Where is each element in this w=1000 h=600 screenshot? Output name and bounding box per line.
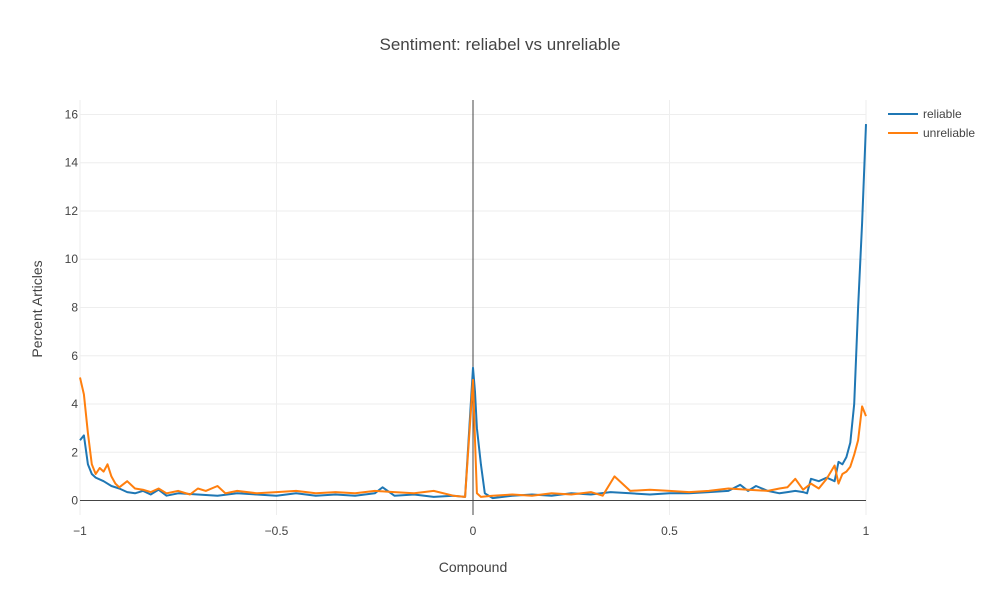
legend[interactable]: reliable unreliable bbox=[888, 107, 975, 140]
axes bbox=[80, 100, 866, 515]
series-lines bbox=[79, 124, 867, 500]
x-tick-label: −1 bbox=[73, 524, 87, 538]
legend-label: unreliable bbox=[923, 126, 975, 140]
y-tick-label: 8 bbox=[71, 301, 78, 315]
x-tick-label: 0.5 bbox=[661, 524, 678, 538]
y-tick-label: 0 bbox=[71, 494, 78, 508]
y-tick-label: 10 bbox=[65, 252, 79, 266]
y-tick-label: 2 bbox=[71, 445, 78, 459]
legend-label: reliable bbox=[923, 107, 962, 121]
series-line-unreliable bbox=[79, 377, 867, 498]
legend-item-reliable[interactable]: reliable bbox=[888, 107, 962, 121]
chart-title: Sentiment: reliabel vs unreliable bbox=[380, 35, 621, 54]
y-tick-label: 14 bbox=[65, 156, 79, 170]
y-tick-label: 16 bbox=[65, 107, 79, 121]
y-axis-label: Percent Articles bbox=[29, 260, 45, 357]
legend-item-unreliable[interactable]: unreliable bbox=[888, 126, 975, 140]
y-tick-label: 12 bbox=[65, 204, 79, 218]
y-tick-label: 4 bbox=[71, 397, 78, 411]
x-tick-label: −0.5 bbox=[265, 524, 289, 538]
x-axis-label: Compound bbox=[439, 559, 508, 575]
x-tick-label: 0 bbox=[470, 524, 477, 538]
x-tick-label: 1 bbox=[863, 524, 870, 538]
y-tick-label: 6 bbox=[71, 349, 78, 363]
